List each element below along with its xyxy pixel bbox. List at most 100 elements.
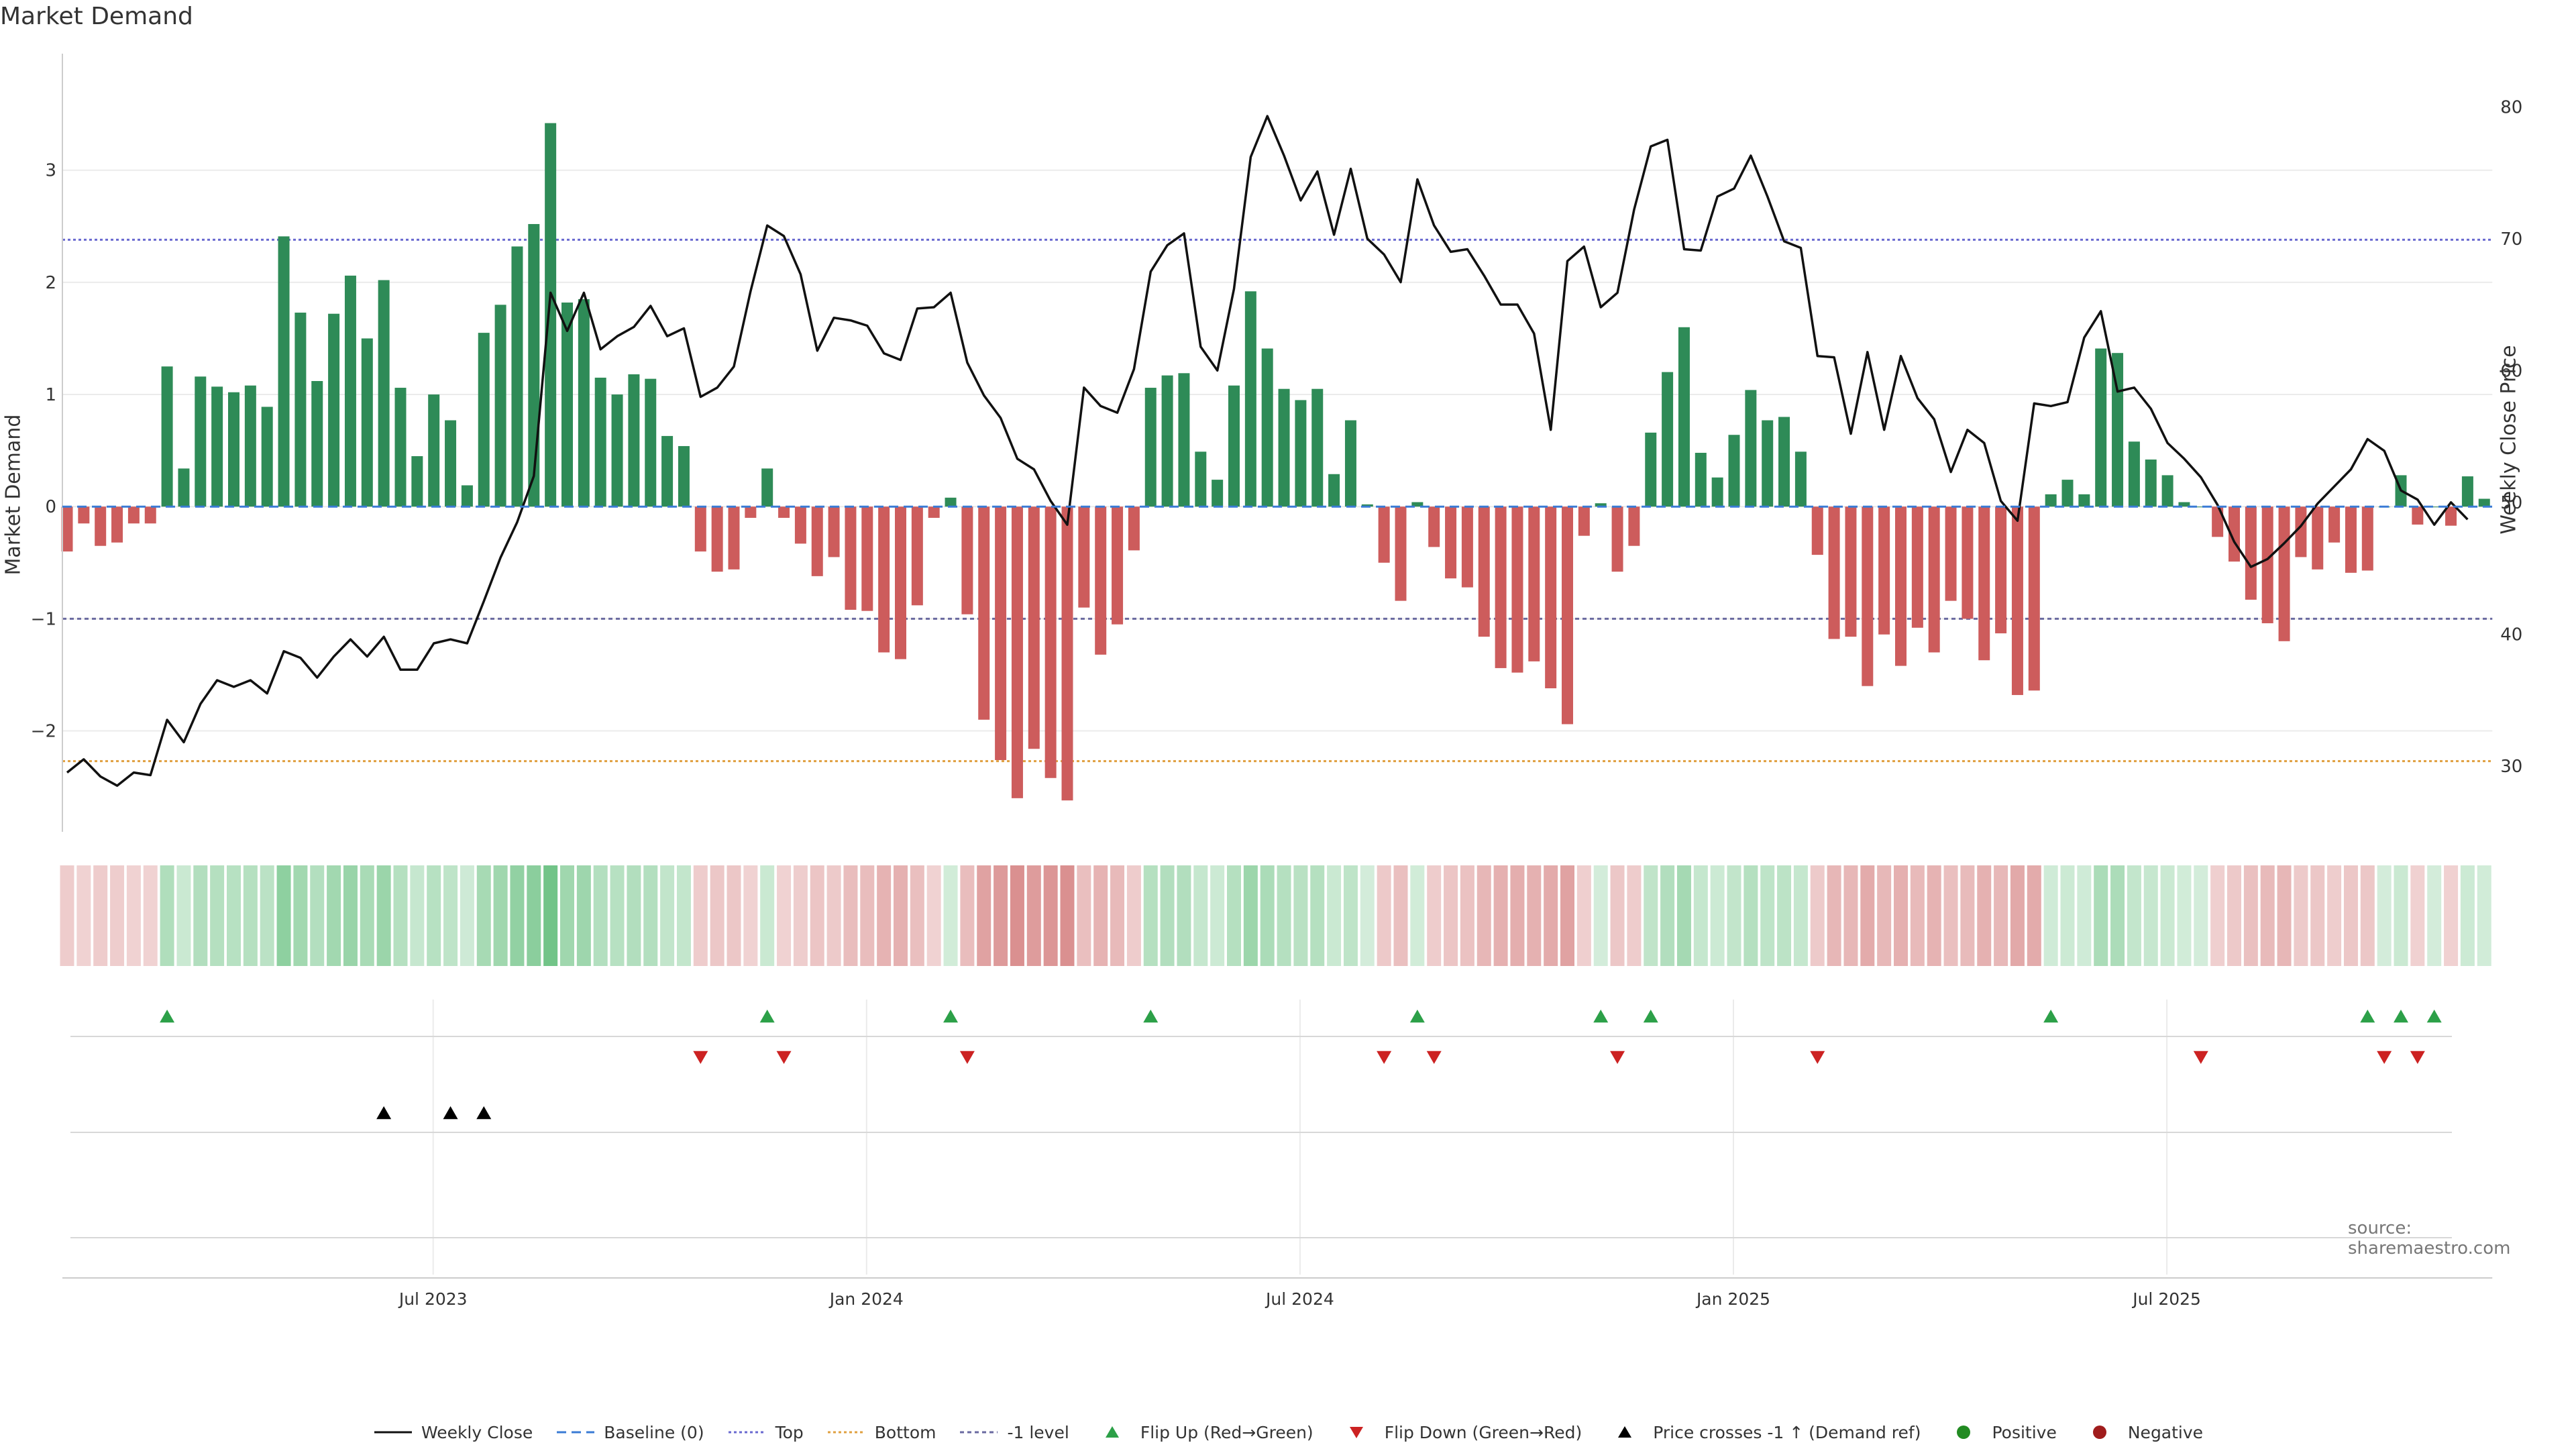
x-tick-label: Jan 2024 [828, 1289, 904, 1309]
strength-cell [1777, 865, 1792, 966]
demand-bar [628, 374, 640, 507]
demand-bar [2045, 494, 2057, 507]
strength-cell [1793, 865, 1808, 966]
demand-bar [2212, 506, 2224, 537]
strength-cell [1644, 865, 1658, 966]
strength-cell [1576, 865, 1591, 966]
strength-cell [1043, 865, 1058, 966]
demand-bar [728, 506, 740, 570]
demand-bar [1028, 506, 1040, 749]
strength-cell [994, 865, 1008, 966]
demand-bar [311, 381, 323, 507]
strength-cell [2160, 865, 2175, 966]
strength-cell [660, 865, 675, 966]
demand-bar [478, 333, 490, 507]
demand-bar [1212, 480, 1224, 507]
strength-cell [2060, 865, 2075, 966]
strength-cell [1894, 865, 1908, 966]
strength-cell [1010, 865, 1024, 966]
strength-cell [193, 865, 208, 966]
demand-bar [1545, 506, 1557, 689]
demand-bar [511, 246, 523, 507]
legend-label: Bottom [874, 1422, 936, 1442]
strength-cell [560, 865, 574, 966]
source-credit: source: sharemaestro.com [2348, 1218, 2511, 1258]
strength-cell [343, 865, 358, 966]
demand-bar [2245, 506, 2257, 600]
demand-bar [861, 506, 873, 611]
demand-bar [961, 506, 973, 614]
flip-down-marker [693, 1051, 708, 1064]
demand-bar [1395, 506, 1407, 601]
flip-down-marker [1426, 1051, 1442, 1064]
strength-cell [493, 865, 508, 966]
demand-bar [1461, 506, 1473, 588]
flip-down-marker [1810, 1051, 1825, 1064]
legend-item-flip_up: Flip Up (Red→Green) [1092, 1422, 1313, 1442]
demand-bar [2345, 506, 2357, 573]
strength-cell [243, 865, 258, 966]
demand-bar [1645, 432, 1657, 507]
demand-bar [545, 123, 557, 507]
demand-bar [1762, 420, 1774, 507]
strength-cell [2077, 865, 2092, 966]
y-tick-label: −1 [31, 609, 56, 629]
demand-bar [2412, 506, 2424, 525]
strength-cell [2310, 865, 2325, 966]
demand-bar [2178, 502, 2190, 507]
demand-bar [1711, 477, 1723, 507]
strength-cell [1743, 865, 1758, 966]
strength-cell [1243, 865, 1258, 966]
strength-cell [60, 865, 74, 966]
strength-cell [1843, 865, 1858, 966]
strength-cell [576, 865, 591, 966]
strength-cell [1444, 865, 1458, 966]
demand-bar [1178, 373, 1190, 507]
strength-cell [877, 865, 892, 966]
demand-bar [2061, 480, 2074, 507]
demand-bar [178, 468, 190, 507]
strength-cell [143, 865, 158, 966]
demand-bar [745, 506, 757, 518]
strength-cell [1877, 865, 1892, 966]
demand-bar [1195, 451, 1207, 507]
demand-bar [1261, 348, 1273, 507]
strength-cell [894, 865, 908, 966]
demand-bar [678, 445, 690, 507]
strength-cell [460, 865, 474, 966]
demand-bar [1678, 327, 1690, 507]
flip-up-marker [2394, 1010, 2408, 1023]
strength-cell [410, 865, 425, 966]
strength-cell [1760, 865, 1775, 966]
demand-bar [2011, 506, 2023, 696]
legend-minus1-symbol [960, 1431, 998, 1434]
demand-bar [144, 506, 156, 524]
strength-cell [1077, 865, 1091, 966]
strength-cell [1060, 865, 1075, 966]
flip-up-marker [2043, 1010, 2059, 1023]
strength-cell [743, 865, 758, 966]
flip-up-marker [1143, 1010, 1159, 1023]
demand-bar [1595, 503, 1607, 507]
y2-tick-label: 30 [2500, 757, 2522, 777]
strength-cell [2210, 865, 2225, 966]
demand-bar [2445, 506, 2457, 526]
demand-bar [2278, 506, 2290, 641]
demand-bar [445, 420, 457, 507]
y2-tick-label: 60 [2500, 361, 2522, 381]
strength-cell [393, 865, 408, 966]
demand-bar [461, 485, 473, 507]
demand-bar [1411, 502, 1424, 507]
strength-cell [1710, 865, 1725, 966]
strength-cell [327, 865, 341, 966]
strength-cell [1177, 865, 1191, 966]
demand-bar [1378, 506, 1390, 563]
demand-bar [1144, 388, 1157, 507]
strength-cell [1977, 865, 1992, 966]
strength-cell [527, 865, 541, 966]
demand-bar [228, 392, 239, 507]
demand-bar [328, 313, 340, 507]
demand-bar [2461, 476, 2473, 507]
legend-bottom-symbol [827, 1431, 865, 1434]
strength-cell [1126, 865, 1141, 966]
